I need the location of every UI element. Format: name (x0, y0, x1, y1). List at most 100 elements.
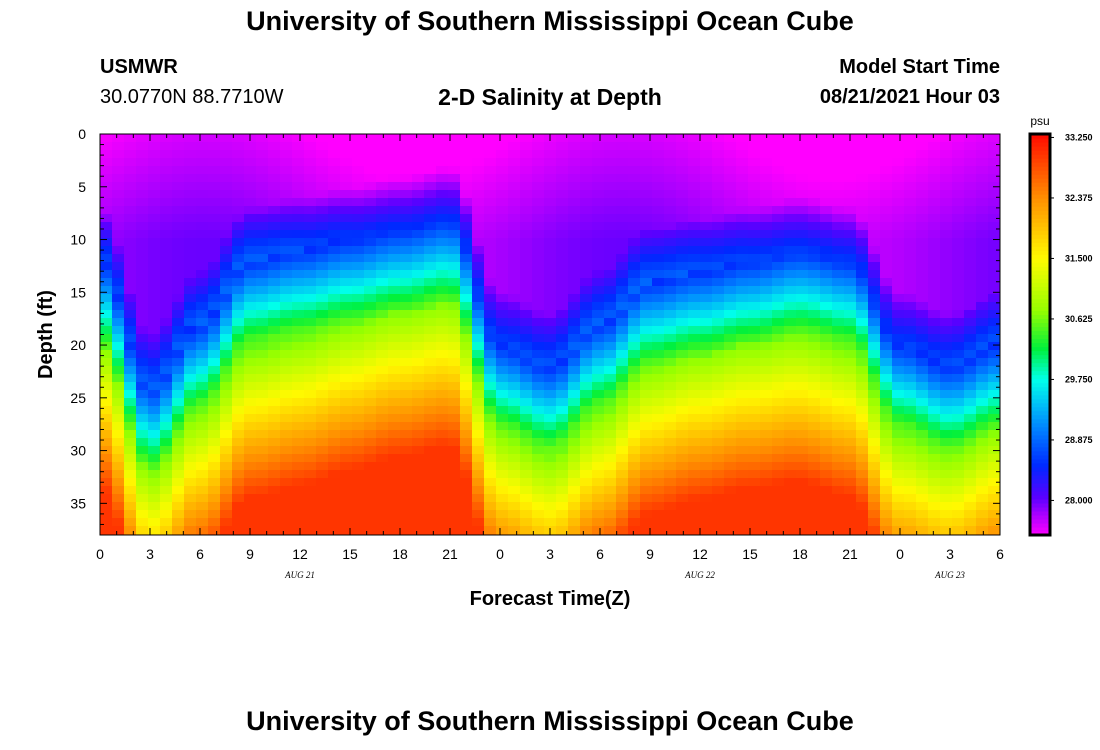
heatmap-cell (280, 206, 293, 215)
heatmap-cell (388, 254, 401, 263)
heatmap-cell (748, 350, 761, 359)
heatmap-cell (316, 150, 329, 159)
heatmap-cell (172, 238, 185, 247)
heatmap-cell (736, 222, 749, 231)
heatmap-cell (988, 334, 1001, 343)
heatmap-cell (856, 166, 869, 175)
heatmap-cell (892, 214, 905, 223)
heatmap-cell (892, 486, 905, 495)
heatmap-cell (412, 414, 425, 423)
heatmap-cell (424, 478, 437, 487)
heatmap-cell (796, 390, 809, 399)
heatmap-cell (664, 214, 677, 223)
heatmap-cell (544, 502, 557, 511)
heatmap-cell (196, 342, 209, 351)
heatmap-cell (736, 262, 749, 271)
heatmap-cell (268, 374, 281, 383)
heatmap-cell (388, 398, 401, 407)
heatmap-cell (712, 214, 725, 223)
heatmap-cell (448, 158, 461, 167)
heatmap-cell (148, 470, 161, 479)
heatmap-cell (580, 494, 593, 503)
heatmap-cell (472, 222, 485, 231)
heatmap-cell (520, 246, 533, 255)
heatmap-cell (880, 446, 893, 455)
heatmap-cell (604, 182, 617, 191)
heatmap-cell (580, 310, 593, 319)
heatmap-cell (136, 278, 149, 287)
heatmap-cell (208, 326, 221, 335)
heatmap-cell (412, 134, 425, 143)
heatmap-cell (532, 422, 545, 431)
heatmap-cell (436, 318, 449, 327)
heatmap-cell (412, 334, 425, 343)
heatmap-cell (136, 214, 149, 223)
heatmap-cell (136, 358, 149, 367)
heatmap-cell (976, 182, 989, 191)
heatmap-cell (964, 270, 977, 279)
heatmap-cell (952, 510, 965, 519)
heatmap-cell (628, 254, 641, 263)
heatmap-cell (568, 366, 581, 375)
heatmap-cell (220, 238, 233, 247)
heatmap-cell (724, 238, 737, 247)
heatmap-cell (184, 294, 197, 303)
heatmap-cell (904, 486, 917, 495)
colorbar-segment (1030, 338, 1050, 344)
heatmap-cell (808, 430, 821, 439)
heatmap-cell (748, 230, 761, 239)
heatmap-cell (208, 142, 221, 151)
colorbar-segment (1030, 142, 1050, 147)
heatmap-cell (592, 422, 605, 431)
heatmap-cell (352, 494, 365, 503)
heatmap-cell (304, 206, 317, 215)
heatmap-cell (376, 454, 389, 463)
heatmap-cell (184, 470, 197, 479)
heatmap-cell (808, 318, 821, 327)
heatmap-cell (832, 462, 845, 471)
heatmap-cell (712, 286, 725, 295)
heatmap-cell (760, 454, 773, 463)
heatmap-cell (232, 246, 245, 255)
heatmap-cell (316, 174, 329, 183)
heatmap-cell (856, 246, 869, 255)
heatmap-cell (496, 158, 509, 167)
heatmap-cell (172, 134, 185, 143)
heatmap-cell (868, 390, 881, 399)
heatmap-cell (652, 214, 665, 223)
heatmap-cell (556, 398, 569, 407)
heatmap-cell (112, 302, 125, 311)
heatmap-cell (736, 230, 749, 239)
heatmap-cell (364, 270, 377, 279)
x-tick-label: 6 (996, 546, 1004, 562)
heatmap-cell (376, 510, 389, 519)
heatmap-cell (508, 230, 521, 239)
heatmap-cell (784, 374, 797, 383)
heatmap-cell (652, 134, 665, 143)
heatmap-cell (580, 158, 593, 167)
heatmap-cell (988, 390, 1001, 399)
heatmap-cell (100, 438, 113, 447)
heatmap-cell (400, 302, 413, 311)
heatmap-cell (964, 190, 977, 199)
heatmap-cell (568, 326, 581, 335)
heatmap-cell (148, 310, 161, 319)
heatmap-cell (892, 254, 905, 263)
heatmap-cell (148, 134, 161, 143)
heatmap-cell (808, 510, 821, 519)
heatmap-cell (328, 270, 341, 279)
heatmap-cell (496, 302, 509, 311)
heatmap-cell (820, 294, 833, 303)
heatmap-cell (928, 406, 941, 415)
heatmap-cell (148, 342, 161, 351)
heatmap-cell (100, 214, 113, 223)
heatmap-cell (616, 246, 629, 255)
heatmap-cell (592, 406, 605, 415)
heatmap-cell (856, 446, 869, 455)
heatmap-cell (568, 150, 581, 159)
heatmap-cell (844, 238, 857, 247)
heatmap-cell (712, 342, 725, 351)
heatmap-cell (472, 134, 485, 143)
heatmap-cell (628, 294, 641, 303)
heatmap-cell (580, 526, 593, 535)
